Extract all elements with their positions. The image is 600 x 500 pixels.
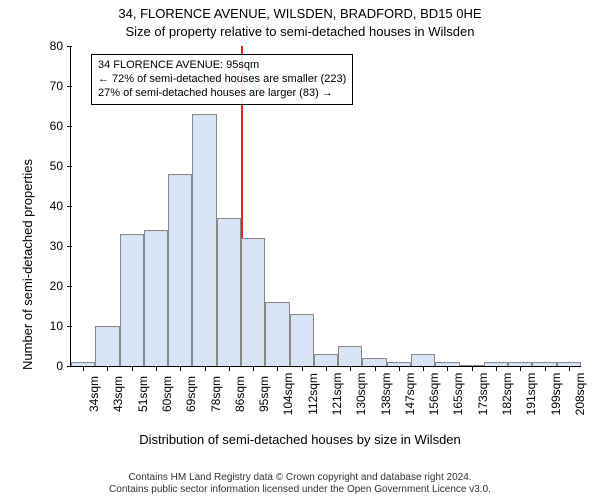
y-tick: 80 (50, 39, 71, 53)
x-tick: 147sqm (399, 373, 417, 416)
x-tick: 60sqm (156, 376, 174, 412)
histogram-bar (241, 238, 265, 366)
histogram-bar (192, 114, 216, 366)
x-tick: 78sqm (205, 376, 223, 412)
x-tick: 191sqm (520, 373, 538, 416)
x-tick-mark (83, 366, 84, 371)
x-tick-mark (350, 366, 351, 371)
chart-title-line1: 34, FLORENCE AVENUE, WILSDEN, BRADFORD, … (0, 6, 600, 21)
x-tick-mark (472, 366, 473, 371)
y-tick: 30 (50, 239, 71, 253)
x-tick: 86sqm (229, 376, 247, 412)
histogram-bar (362, 358, 386, 366)
y-tick: 70 (50, 79, 71, 93)
histogram-bar (265, 302, 289, 366)
annotation-box: 34 FLORENCE AVENUE: 95sqm ← 72% of semi-… (91, 54, 353, 105)
x-tick-mark (423, 366, 424, 371)
x-tick: 130sqm (350, 373, 368, 416)
annotation-line2: ← 72% of semi-detached houses are smalle… (98, 73, 346, 87)
histogram-bar (95, 326, 119, 366)
histogram-bar (314, 354, 338, 366)
histogram-bar (338, 346, 362, 366)
chart-title-line2: Size of property relative to semi-detach… (0, 24, 600, 39)
x-tick-mark (447, 366, 448, 371)
x-tick: 104sqm (277, 373, 295, 416)
x-tick-mark (545, 366, 546, 371)
footnote: Contains HM Land Registry data © Crown c… (0, 472, 600, 496)
footnote-line2: Contains public sector information licen… (0, 484, 600, 496)
y-tick: 10 (50, 319, 71, 333)
plot-area: 34 FLORENCE AVENUE: 95sqm ← 72% of semi-… (70, 46, 581, 367)
x-tick: 43sqm (107, 376, 125, 412)
annotation-line1: 34 FLORENCE AVENUE: 95sqm (98, 59, 346, 73)
y-tick: 60 (50, 119, 71, 133)
x-tick-mark (253, 366, 254, 371)
x-tick: 199sqm (545, 373, 563, 416)
histogram-bar (144, 230, 168, 366)
y-tick: 50 (50, 159, 71, 173)
x-tick: 69sqm (180, 376, 198, 412)
footnote-line1: Contains HM Land Registry data © Crown c… (0, 472, 600, 484)
chart-container: 34, FLORENCE AVENUE, WILSDEN, BRADFORD, … (0, 0, 600, 500)
x-tick-mark (302, 366, 303, 371)
x-tick-mark (180, 366, 181, 371)
x-tick: 165sqm (447, 373, 465, 416)
x-tick: 156sqm (423, 373, 441, 416)
x-axis-label: Distribution of semi-detached houses by … (0, 432, 600, 447)
histogram-bar (168, 174, 192, 366)
annotation-line3: 27% of semi-detached houses are larger (… (98, 87, 346, 101)
x-tick-mark (520, 366, 521, 371)
x-tick: 51sqm (132, 376, 150, 412)
x-tick-mark (569, 366, 570, 371)
y-tick: 20 (50, 279, 71, 293)
y-tick: 40 (50, 199, 71, 213)
x-tick-mark (205, 366, 206, 371)
x-tick: 95sqm (253, 376, 271, 412)
x-tick-mark (229, 366, 230, 371)
x-tick-mark (132, 366, 133, 371)
x-tick-mark (375, 366, 376, 371)
x-tick: 138sqm (375, 373, 393, 416)
histogram-bar (217, 218, 241, 366)
x-tick-mark (326, 366, 327, 371)
x-tick: 208sqm (569, 373, 587, 416)
x-tick-mark (277, 366, 278, 371)
x-tick: 182sqm (496, 373, 514, 416)
histogram-bar (120, 234, 144, 366)
x-tick: 173sqm (472, 373, 490, 416)
histogram-bar (290, 314, 314, 366)
x-tick-mark (156, 366, 157, 371)
histogram-bar (411, 354, 435, 366)
x-tick: 112sqm (302, 373, 320, 415)
x-tick: 121sqm (326, 373, 344, 416)
x-tick-mark (496, 366, 497, 371)
x-tick-mark (107, 366, 108, 371)
x-tick: 34sqm (83, 376, 101, 412)
y-axis-label: Number of semi-detached properties (20, 159, 35, 370)
x-tick-mark (399, 366, 400, 371)
y-tick: 0 (56, 359, 71, 373)
